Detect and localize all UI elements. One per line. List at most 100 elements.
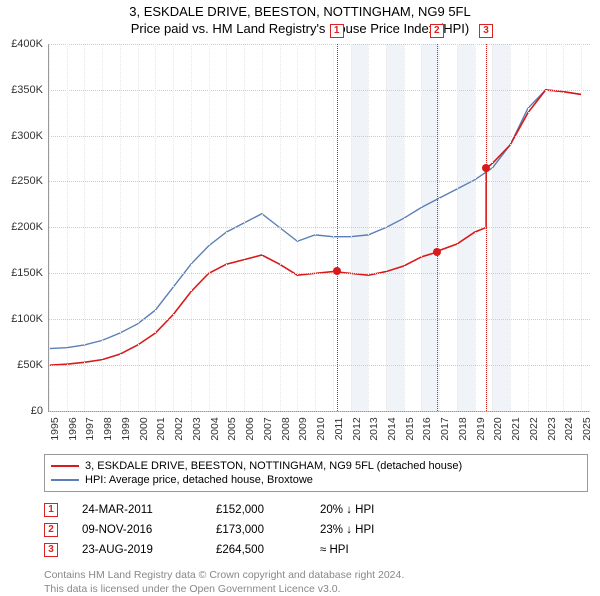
transaction-num-box: 2 <box>44 523 58 537</box>
gridline-v <box>297 44 298 411</box>
transaction-point <box>333 267 341 275</box>
x-axis-label: 2013 <box>368 417 380 440</box>
y-axis-label: £300K <box>11 130 43 142</box>
y-axis-label: £0 <box>31 405 43 417</box>
x-axis-label: 2004 <box>209 417 221 440</box>
x-axis-label: 2019 <box>475 417 487 440</box>
gridline-v <box>315 44 316 411</box>
transaction-num-box: 1 <box>44 503 58 517</box>
gridline-v <box>404 44 405 411</box>
x-axis-label: 2005 <box>226 417 238 440</box>
legend-swatch <box>51 465 79 467</box>
footer-attribution: Contains HM Land Registry data © Crown c… <box>44 568 588 596</box>
gridline-v <box>333 44 334 411</box>
x-axis-label: 2018 <box>457 417 469 440</box>
transaction-row: 124-MAR-2011£152,00020% ↓ HPI <box>44 500 588 520</box>
title-line2: Price paid vs. HM Land Registry's House … <box>0 21 600 38</box>
gridline-v <box>280 44 281 411</box>
x-axis-label: 2025 <box>581 417 593 440</box>
gridline-v <box>351 44 352 411</box>
gridline-v <box>563 44 564 411</box>
gridline-v <box>386 44 387 411</box>
x-axis-label: 2007 <box>262 417 274 440</box>
x-axis-label: 1997 <box>84 417 96 440</box>
gridline-v <box>475 44 476 411</box>
gridline-v <box>439 44 440 411</box>
x-axis-label: 2022 <box>528 417 540 440</box>
gridline-v <box>120 44 121 411</box>
gridline-v <box>528 44 529 411</box>
gridline-h <box>49 227 590 228</box>
transaction-num-box: 3 <box>44 543 58 557</box>
x-axis-label: 1998 <box>102 417 114 440</box>
x-axis-label: 2012 <box>351 417 363 440</box>
legend-swatch <box>51 479 79 481</box>
transaction-marker: 3 <box>479 24 493 38</box>
legend: 3, ESKDALE DRIVE, BEESTON, NOTTINGHAM, N… <box>44 454 588 492</box>
y-axis-label: £350K <box>11 84 43 96</box>
x-axis-label: 2024 <box>563 417 575 440</box>
chart-area: £0£50K£100K£150K£200K£250K£300K£350K£400… <box>48 44 590 412</box>
transaction-row: 2 09-NOV-2016 £173,000 23% ↓ HPI <box>44 520 588 540</box>
transaction-price: £173,000 <box>216 524 296 536</box>
x-axis-label: 1999 <box>120 417 132 440</box>
gridline-v <box>492 44 493 411</box>
y-axis-label: £250K <box>11 175 43 187</box>
gridline-v <box>102 44 103 411</box>
transaction-price: £152,000 <box>216 504 296 516</box>
transaction-price: £264,500 <box>216 544 296 556</box>
x-axis-label: 2010 <box>315 417 327 440</box>
gridline-v <box>138 44 139 411</box>
x-axis-label: 2016 <box>421 417 433 440</box>
plot: £0£50K£100K£150K£200K£250K£300K£350K£400… <box>48 44 590 412</box>
legend-item: 3, ESKDALE DRIVE, BEESTON, NOTTINGHAM, N… <box>51 459 581 473</box>
transaction-vline <box>337 44 338 411</box>
transaction-diff: 23% ↓ HPI <box>320 524 430 536</box>
gridline-v <box>457 44 458 411</box>
chart-title: 3, ESKDALE DRIVE, BEESTON, NOTTINGHAM, N… <box>0 0 600 38</box>
gridline-h <box>49 44 590 45</box>
gridline-h <box>49 365 590 366</box>
x-axis-label: 2011 <box>333 417 345 440</box>
transaction-diff: ≈ HPI <box>320 544 430 556</box>
transaction-diff: 20% ↓ HPI <box>320 504 430 516</box>
chart-container: 3, ESKDALE DRIVE, BEESTON, NOTTINGHAM, N… <box>0 0 600 590</box>
transaction-marker: 1 <box>330 24 344 38</box>
x-axis-label: 2015 <box>404 417 416 440</box>
gridline-v <box>510 44 511 411</box>
x-axis-label: 2017 <box>439 417 451 440</box>
transaction-point <box>433 248 441 256</box>
gridline-h <box>49 90 590 91</box>
x-axis-label: 2003 <box>191 417 203 440</box>
x-axis-label: 2021 <box>510 417 522 440</box>
legend-label: HPI: Average price, detached house, Brox… <box>85 474 313 486</box>
x-axis-label: 2009 <box>297 417 309 440</box>
x-axis-label: 2014 <box>386 417 398 440</box>
gridline-v <box>546 44 547 411</box>
x-axis-label: 2008 <box>280 417 292 440</box>
x-axis-label: 2000 <box>138 417 150 440</box>
x-axis-label: 2006 <box>244 417 256 440</box>
transaction-row: 3 23-AUG-2019 £264,500 ≈ HPI <box>44 540 588 560</box>
x-axis-label: 1996 <box>67 417 79 440</box>
legend-item: HPI: Average price, detached house, Brox… <box>51 473 581 487</box>
title-line1: 3, ESKDALE DRIVE, BEESTON, NOTTINGHAM, N… <box>0 4 600 21</box>
gridline-v <box>244 44 245 411</box>
x-axis-label: 2001 <box>155 417 167 440</box>
y-axis-label: £200K <box>11 221 43 233</box>
transaction-vline <box>437 44 438 411</box>
gridline-v <box>368 44 369 411</box>
gridline-v <box>67 44 68 411</box>
gridline-h <box>49 411 590 412</box>
gridline-v <box>49 44 50 411</box>
gridline-v <box>155 44 156 411</box>
x-axis-label: 2020 <box>492 417 504 440</box>
gridline-h <box>49 181 590 182</box>
x-axis-label: 1995 <box>49 417 61 440</box>
gridline-v <box>173 44 174 411</box>
transaction-date: 23-AUG-2019 <box>82 544 192 556</box>
y-axis-label: £100K <box>11 313 43 325</box>
x-axis-label: 2023 <box>546 417 558 440</box>
transaction-date: 09-NOV-2016 <box>82 524 192 536</box>
transactions-table: 124-MAR-2011£152,00020% ↓ HPI209-NOV-201… <box>44 500 588 560</box>
